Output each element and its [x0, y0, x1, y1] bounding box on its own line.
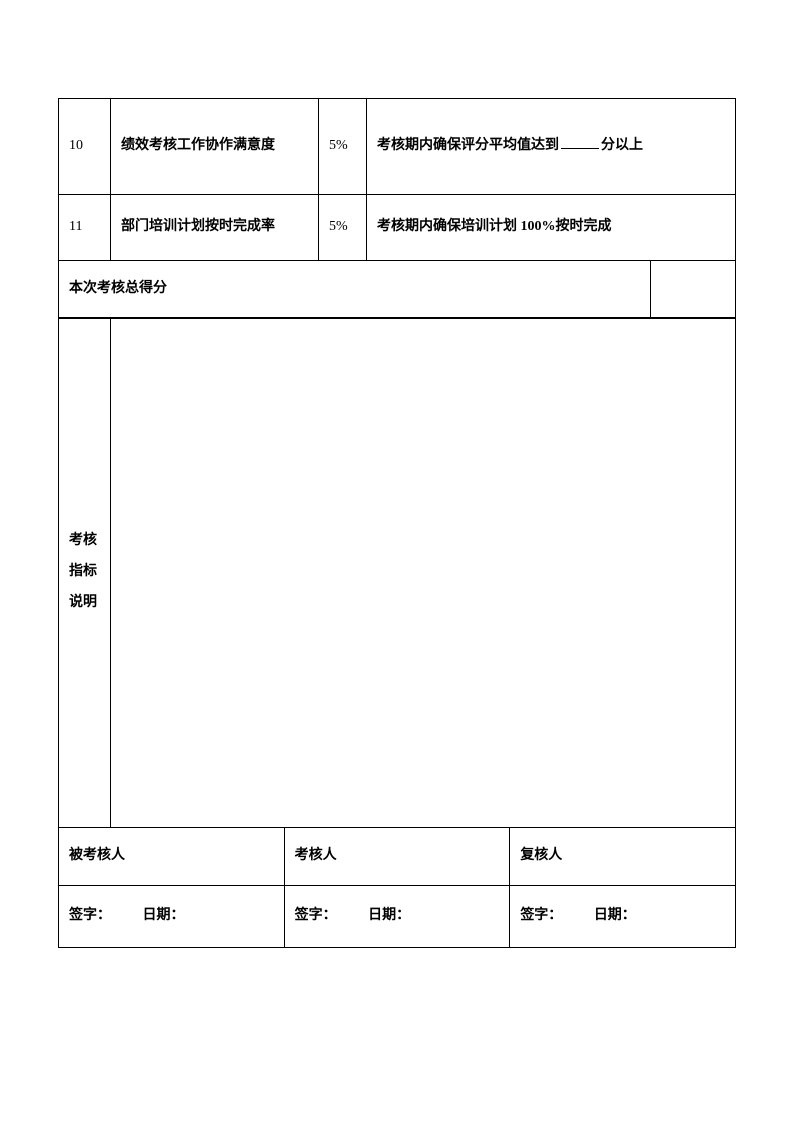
reviewer-sign-cell: 签字： 日期： [510, 885, 736, 947]
total-score-value [651, 260, 736, 318]
blank-underline [561, 135, 599, 149]
page-container: 10 绩效考核工作协作满意度 5% 考核期内确保评分平均值达到 分以上 11 部门… [0, 0, 794, 948]
signature-table: 被考核人 考核人 复核人 签字： 日期： 签字： 日期： 签字： 日期： [58, 827, 736, 948]
assessor-sign-cell: 签字： 日期： [284, 885, 510, 947]
total-score-row: 本次考核总得分 [59, 260, 736, 318]
std-prefix: 考核期内确保评分平均值达到 [377, 138, 559, 153]
assessment-table: 10 绩效考核工作协作满意度 5% 考核期内确保评分平均值达到 分以上 11 部门… [58, 98, 736, 261]
row-standard: 考核期内确保培训计划 100%按时完成 [367, 195, 736, 261]
row-number: 11 [59, 195, 111, 261]
table-row: 10 绩效考核工作协作满意度 5% 考核期内确保评分平均值达到 分以上 [59, 99, 736, 195]
sign-label: 签字： [295, 901, 337, 932]
date-label: 日期： [368, 908, 410, 923]
date-label: 日期： [143, 908, 185, 923]
explain-line1: 考核 [69, 526, 100, 557]
explain-line2: 指标 [69, 557, 100, 588]
row-description: 绩效考核工作协作满意度 [111, 99, 319, 195]
explanation-row: 考核 指标 说明 [59, 318, 736, 828]
reviewer-label: 复核人 [510, 827, 736, 885]
explanation-content [111, 318, 736, 828]
assessed-sign-cell: 签字： 日期： [59, 885, 285, 947]
total-score-table: 本次考核总得分 [58, 260, 736, 319]
assessor-label: 考核人 [284, 827, 510, 885]
signature-fields-row: 签字： 日期： 签字： 日期： 签字： 日期： [59, 885, 736, 947]
sign-label: 签字： [69, 901, 111, 932]
total-score-label: 本次考核总得分 [59, 260, 651, 318]
assessed-person-label: 被考核人 [59, 827, 285, 885]
row-standard: 考核期内确保评分平均值达到 分以上 [367, 99, 736, 195]
row-number: 10 [59, 99, 111, 195]
signature-header-row: 被考核人 考核人 复核人 [59, 827, 736, 885]
date-label: 日期： [594, 908, 636, 923]
table-row: 11 部门培训计划按时完成率 5% 考核期内确保培训计划 100%按时完成 [59, 195, 736, 261]
explain-table: 考核 指标 说明 [58, 317, 736, 828]
explanation-label: 考核 指标 说明 [59, 318, 111, 828]
row-description: 部门培训计划按时完成率 [111, 195, 319, 261]
row-percentage: 5% [319, 195, 367, 261]
row-percentage: 5% [319, 99, 367, 195]
std-suffix: 分以上 [601, 138, 643, 153]
sign-label: 签字： [520, 901, 562, 932]
explain-line3: 说明 [69, 588, 100, 619]
